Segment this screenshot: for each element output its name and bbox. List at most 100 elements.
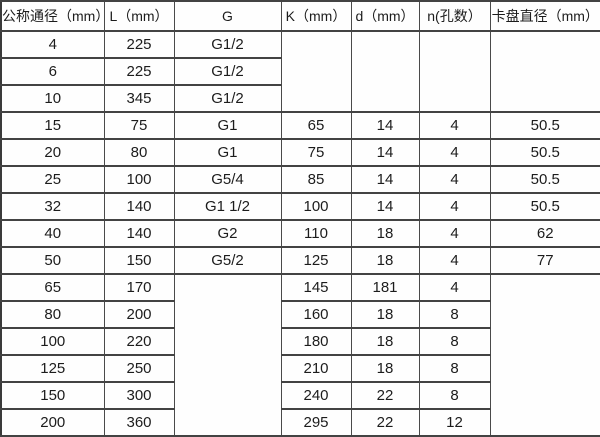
- cell-l: 220: [103, 327, 175, 356]
- cell-l: 75: [103, 111, 175, 140]
- table-row: 40 140 G2 110 18 4 62: [0, 219, 600, 248]
- cell-g: G5/2: [173, 246, 282, 275]
- cell-g: G1/2: [173, 57, 282, 86]
- cell-l: 140: [103, 192, 175, 221]
- cell-l: 345: [103, 84, 175, 113]
- cell-l: 250: [103, 354, 175, 383]
- table-row: 65 170 145 181 4: [0, 273, 600, 437]
- cell-n: 4: [418, 111, 491, 140]
- cell-k: 110: [280, 219, 352, 248]
- cell-k: 85: [280, 165, 352, 194]
- cell-n: 12: [418, 408, 491, 437]
- cell-nominal: 65: [0, 273, 105, 302]
- merged-empty-n-cell: [418, 30, 491, 113]
- cell-chuck: 50.5: [489, 111, 600, 140]
- cell-nominal: 20: [0, 138, 105, 167]
- cell-n: 4: [418, 192, 491, 221]
- cell-d: 18: [350, 246, 420, 275]
- cell-k: 210: [280, 354, 352, 383]
- cell-l: 80: [103, 138, 175, 167]
- cell-k: 65: [280, 111, 352, 140]
- merged-empty-chuck-cell: [489, 30, 600, 113]
- cell-d: 14: [350, 165, 420, 194]
- table-row: 15 75 G1 65 14 4 50.5: [0, 111, 600, 140]
- cell-chuck: 62: [489, 219, 600, 248]
- cell-k: 160: [280, 300, 352, 329]
- header-chuck-diameter: 卡盘直径（mm）: [489, 0, 600, 32]
- cell-n: 4: [418, 246, 491, 275]
- header-thread-g: G: [173, 0, 282, 32]
- cell-nominal: 80: [0, 300, 105, 329]
- cell-l: 200: [103, 300, 175, 329]
- cell-k: 145: [280, 273, 352, 302]
- cell-k: 100: [280, 192, 352, 221]
- cell-nominal: 4: [0, 30, 105, 59]
- table-row: 50 150 G5/2 125 18 4 77: [0, 246, 600, 275]
- header-row: 公称通径（mm） L（mm） G K（mm） d（mm） n(孔数） 卡盘直径（…: [0, 0, 600, 32]
- cell-d: 22: [350, 381, 420, 410]
- cell-nominal: 10: [0, 84, 105, 113]
- cell-d: 181: [350, 273, 420, 302]
- table-row: 25 100 G5/4 85 14 4 50.5: [0, 165, 600, 194]
- cell-l: 150: [103, 246, 175, 275]
- cell-l: 360: [103, 408, 175, 437]
- cell-n: 4: [418, 273, 491, 302]
- cell-n: 8: [418, 381, 491, 410]
- cell-l: 140: [103, 219, 175, 248]
- cell-nominal: 25: [0, 165, 105, 194]
- cell-nominal: 32: [0, 192, 105, 221]
- cell-nominal: 40: [0, 219, 105, 248]
- cell-chuck: 50.5: [489, 138, 600, 167]
- cell-d: 18: [350, 327, 420, 356]
- header-k: K（mm）: [280, 0, 352, 32]
- table-row: 20 80 G1 75 14 4 50.5: [0, 138, 600, 167]
- merged-empty-k-cell: [280, 30, 352, 113]
- cell-g: G1 1/2: [173, 192, 282, 221]
- cell-k: 240: [280, 381, 352, 410]
- cell-nominal: 100: [0, 327, 105, 356]
- cell-d: 14: [350, 111, 420, 140]
- merged-empty-chuck-cell: [489, 273, 600, 437]
- cell-d: 18: [350, 354, 420, 383]
- cell-k: 180: [280, 327, 352, 356]
- merged-empty-d-cell: [350, 30, 420, 113]
- cell-nominal: 15: [0, 111, 105, 140]
- table-row: 80 200 160 18 8: [0, 300, 600, 329]
- cell-d: 14: [350, 192, 420, 221]
- cell-g: G1: [173, 138, 282, 167]
- cell-n: 8: [418, 300, 491, 329]
- cell-nominal: 150: [0, 381, 105, 410]
- cell-chuck: 77: [489, 246, 600, 275]
- table-row: 125 250 210 18 8: [0, 354, 600, 383]
- cell-g: G2: [173, 219, 282, 248]
- cell-n: 4: [418, 219, 491, 248]
- cell-g: G1: [173, 111, 282, 140]
- cell-g: G1/2: [173, 84, 282, 113]
- table-row: 4 225 G1/2: [0, 30, 600, 113]
- header-nominal-diameter: 公称通径（mm）: [0, 0, 105, 32]
- cell-l: 300: [103, 381, 175, 410]
- header-hole-count-n: n(孔数）: [418, 0, 491, 32]
- merged-empty-g-cell: [173, 273, 282, 437]
- cell-d: 18: [350, 219, 420, 248]
- cell-nominal: 50: [0, 246, 105, 275]
- cell-d: 22: [350, 408, 420, 437]
- table-row: 100 220 180 18 8: [0, 327, 600, 356]
- cell-n: 4: [418, 165, 491, 194]
- table-row: 32 140 G1 1/2 100 14 4 50.5: [0, 192, 600, 221]
- cell-d: 18: [350, 300, 420, 329]
- cell-nominal: 200: [0, 408, 105, 437]
- cell-l: 225: [103, 30, 175, 59]
- cell-n: 8: [418, 327, 491, 356]
- cell-l: 100: [103, 165, 175, 194]
- cell-k: 295: [280, 408, 352, 437]
- header-d: d（mm）: [350, 0, 420, 32]
- table-row: 150 300 240 22 8: [0, 381, 600, 410]
- cell-k: 75: [280, 138, 352, 167]
- cell-n: 4: [418, 138, 491, 167]
- cell-g: G5/4: [173, 165, 282, 194]
- cell-l: 225: [103, 57, 175, 86]
- table-row: 10 345 G1/2: [0, 84, 600, 113]
